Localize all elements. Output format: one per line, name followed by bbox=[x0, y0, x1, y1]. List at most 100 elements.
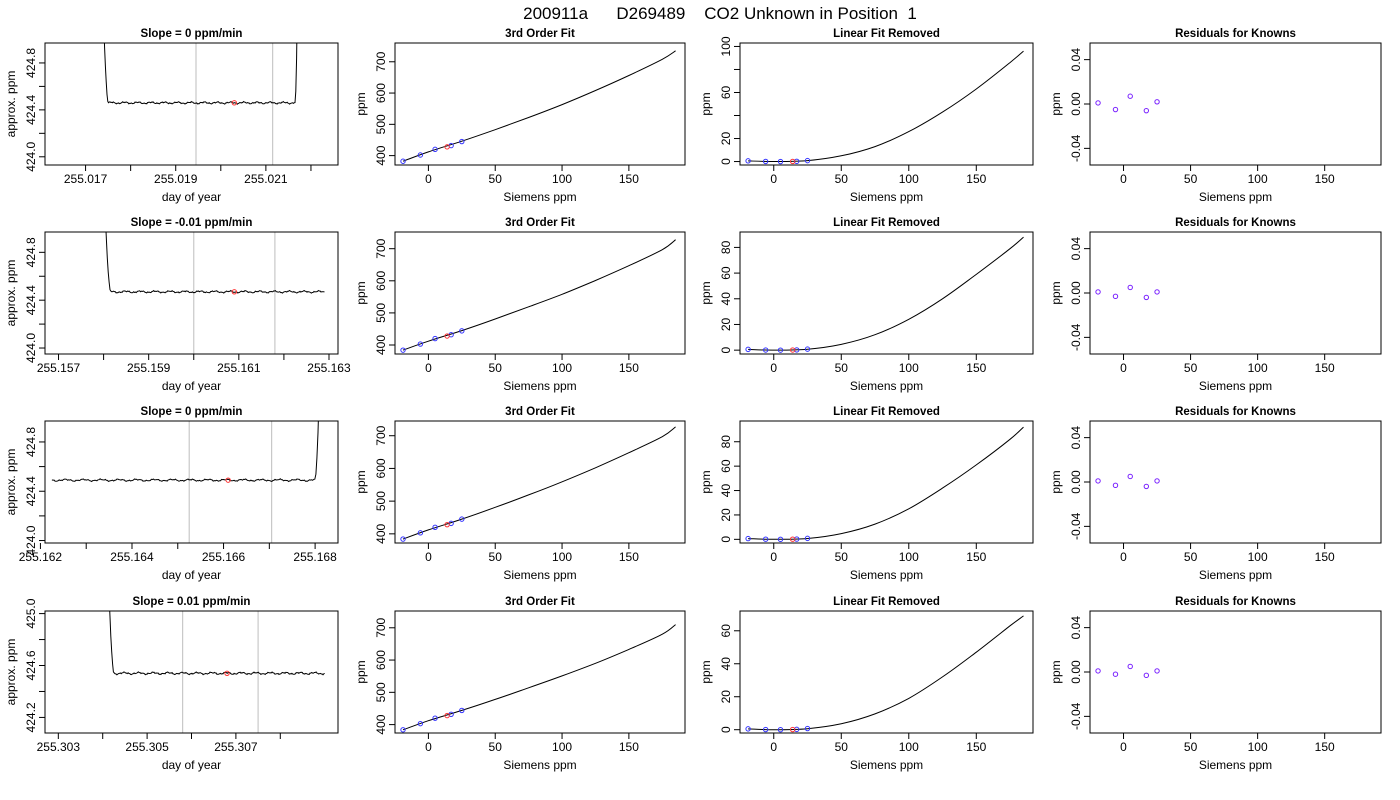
concentration-trace bbox=[103, 43, 298, 105]
x-tick-label: 150 bbox=[619, 740, 639, 754]
x-axis-label: Siemens ppm bbox=[1199, 190, 1272, 204]
x-tick-label: 0 bbox=[425, 172, 432, 186]
x-axis-label: Siemens ppm bbox=[503, 379, 576, 393]
x-tick-label: 50 bbox=[1184, 740, 1198, 754]
panel-title: 3rd Order Fit bbox=[505, 596, 575, 608]
panel-title: Residuals for Knowns bbox=[1175, 28, 1296, 40]
y-axis-label: ppm bbox=[699, 660, 713, 683]
panel-linear-removed-row-3: Linear Fit Removed 0 50 100 150 0 20 40 60 80 Siem… bbox=[699, 406, 1034, 582]
x-tick-label: 100 bbox=[552, 361, 572, 375]
y-tick-label: 60 bbox=[719, 266, 733, 280]
x-tick-label: 50 bbox=[1184, 172, 1198, 186]
known-standard-point bbox=[777, 727, 784, 733]
x-tick-label: 100 bbox=[552, 172, 572, 186]
y-tick-label: 424.6 bbox=[24, 650, 38, 680]
y-tick-label: -0.04 bbox=[1069, 702, 1083, 730]
y-tick-label: 700 bbox=[374, 238, 388, 258]
y-tick-label: 0.00 bbox=[1069, 92, 1083, 116]
panel-linear-removed-row-4: Linear Fit Removed 0 50 100 150 0 20 40 60 Siemen… bbox=[699, 596, 1034, 772]
x-tick-label: 100 bbox=[1248, 550, 1268, 564]
plot-frame bbox=[44, 42, 339, 166]
panel-title: Linear Fit Removed bbox=[833, 406, 940, 418]
residual-point bbox=[1112, 482, 1119, 489]
x-axis-label: Siemens ppm bbox=[850, 758, 923, 772]
panel-cubic-row-2: 3rd Order Fit 0 50 100 150 400 500 600 700 Siemen… bbox=[354, 217, 686, 393]
x-axis-label: Siemens ppm bbox=[1199, 758, 1272, 772]
panel-cubic-row-4: 3rd Order Fit 0 50 100 150 400 500 600 700 Siemen… bbox=[354, 596, 686, 772]
y-tick-label: 0 bbox=[719, 158, 733, 165]
x-tick-label: 50 bbox=[835, 172, 849, 186]
fit-curve bbox=[402, 624, 676, 731]
plot-frame bbox=[394, 420, 686, 544]
plot-frame bbox=[1089, 42, 1382, 166]
x-axis-label: Siemens ppm bbox=[1199, 379, 1272, 393]
unknown-point bbox=[789, 347, 796, 353]
plot-frame bbox=[1089, 610, 1382, 734]
y-tick-label: 424.4 bbox=[24, 476, 38, 506]
residual-point bbox=[1095, 478, 1101, 484]
y-tick-label: 0 bbox=[719, 346, 733, 353]
y-tick-label: 424.0 bbox=[24, 333, 38, 363]
known-standard-point bbox=[777, 536, 784, 543]
x-tick-label: 150 bbox=[966, 740, 986, 754]
y-tick-label: 40 bbox=[719, 292, 733, 306]
known-standard-point bbox=[417, 720, 424, 727]
y-axis-label: approx. ppm bbox=[4, 71, 18, 138]
x-tick-label: 100 bbox=[1248, 172, 1268, 186]
unknown-mean-point bbox=[224, 670, 230, 676]
panel-title: Slope = 0.01 ppm/min bbox=[133, 596, 251, 608]
panel-title: Residuals for Knowns bbox=[1175, 217, 1296, 229]
unknown-point bbox=[444, 521, 450, 528]
y-tick-label: 0.04 bbox=[1069, 237, 1083, 261]
x-tick-label: 50 bbox=[489, 361, 503, 375]
x-tick-label: 100 bbox=[899, 550, 919, 564]
x-tick-label: 50 bbox=[1184, 550, 1198, 564]
panel-linear-removed-row-2: Linear Fit Removed 0 50 100 150 0 20 40 60 80 Siem… bbox=[699, 217, 1034, 393]
y-axis-label: approx. ppm bbox=[4, 449, 18, 516]
residual-point bbox=[1095, 100, 1101, 106]
x-tick-label: 50 bbox=[835, 361, 849, 375]
concentration-trace bbox=[109, 611, 325, 676]
x-tick-label: 150 bbox=[619, 550, 639, 564]
x-tick-label: 150 bbox=[1315, 172, 1335, 186]
panel-title: Linear Fit Removed bbox=[833, 596, 940, 608]
y-axis-label: ppm bbox=[354, 281, 368, 304]
known-standard-point bbox=[417, 341, 424, 347]
x-tick-label: 150 bbox=[1315, 361, 1335, 375]
known-standard-point bbox=[459, 328, 465, 334]
known-standard-point bbox=[745, 726, 751, 732]
y-tick-label: 0 bbox=[719, 726, 733, 733]
x-axis-label: Siemens ppm bbox=[503, 190, 576, 204]
known-standard-point bbox=[804, 157, 811, 164]
x-tick-label: 255.162 bbox=[19, 550, 63, 564]
y-tick-label: 424.8 bbox=[24, 48, 38, 78]
y-tick-label: 60 bbox=[719, 85, 733, 99]
x-axis-label: Siemens ppm bbox=[850, 379, 923, 393]
x-tick-label: 255.303 bbox=[37, 740, 81, 754]
x-tick-label: 50 bbox=[1184, 361, 1198, 375]
known-standard-point bbox=[400, 727, 406, 733]
y-axis-label: approx. ppm bbox=[4, 639, 18, 706]
plot-frame bbox=[1089, 420, 1382, 544]
y-tick-label: 600 bbox=[374, 650, 388, 670]
y-tick-label: 400 bbox=[374, 335, 388, 355]
panel-residuals-row-2: Residuals for Knowns 0 50 100 150 -0.04 0.00 0.… bbox=[1049, 217, 1382, 393]
x-tick-label: 0 bbox=[770, 550, 777, 564]
known-standard-point bbox=[432, 335, 438, 342]
x-tick-label: 0 bbox=[770, 172, 777, 186]
x-tick-label: 50 bbox=[489, 740, 503, 754]
y-tick-label: 700 bbox=[374, 425, 388, 445]
x-tick-label: 100 bbox=[899, 172, 919, 186]
plot-frame bbox=[1089, 231, 1382, 355]
y-axis-label: ppm bbox=[699, 470, 713, 493]
panel-title: 3rd Order Fit bbox=[505, 217, 575, 229]
residual-point bbox=[1127, 663, 1133, 670]
known-standard-point bbox=[804, 725, 811, 732]
x-axis-label: Siemens ppm bbox=[1199, 568, 1272, 582]
y-tick-label: 20 bbox=[719, 508, 733, 522]
known-standard-point bbox=[777, 158, 784, 165]
y-tick-label: 424.8 bbox=[24, 427, 38, 457]
y-tick-label: 425.0 bbox=[24, 598, 38, 628]
x-axis-label: day of year bbox=[162, 758, 221, 772]
